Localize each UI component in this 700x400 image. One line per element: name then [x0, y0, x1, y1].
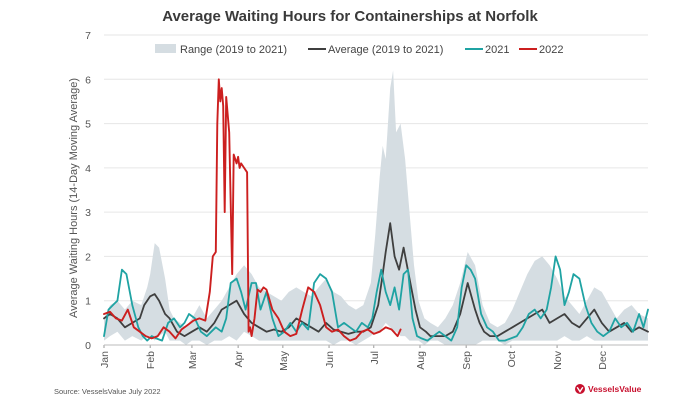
legend-label-average: Average (2019 to 2021)	[328, 44, 443, 56]
x-tick-label: Sep	[461, 351, 473, 370]
y-tick-label: 3	[85, 207, 91, 219]
y-tick-label: 2	[85, 251, 91, 263]
legend-label-range: Range (2019 to 2021)	[180, 44, 287, 56]
legend: Range (2019 to 2021) Average (2019 to 20…	[155, 44, 563, 56]
y-tick-label: 7	[85, 30, 91, 42]
x-tick-label: May	[278, 350, 290, 371]
x-tick-label: Jan	[99, 351, 111, 368]
y-tick-label: 0	[85, 340, 91, 352]
legend-item-range: Range (2019 to 2021)	[155, 44, 287, 56]
legend-label-2021: 2021	[485, 44, 509, 56]
y-axis-ticks: 0 1 2 3 4 5 6 7	[85, 30, 91, 352]
series-2022-line	[103, 78, 402, 342]
y-tick-label: 6	[85, 74, 91, 86]
brand-mark-icon	[575, 384, 585, 394]
x-tick-label: Jul	[369, 351, 381, 364]
brand-logo: VesselsValue	[575, 384, 642, 394]
y-axis-title: Average Waiting Hours (14-Day Moving Ave…	[68, 78, 80, 318]
x-axis-ticks: Jan Feb Mar Apr May Jun Jul Aug Sep Oct Nov Dec	[99, 345, 609, 371]
x-tick-label: Jun	[324, 351, 336, 368]
y-tick-label: 5	[85, 119, 91, 131]
source-note: Source: VesselsValue July 2022	[54, 387, 161, 396]
series-range-band	[104, 70, 648, 346]
legend-swatch-range	[155, 44, 176, 53]
series-2021-line	[103, 255, 649, 342]
chart-title: Average Waiting Hours for Containerships…	[162, 8, 538, 25]
y-tick-label: 1	[85, 296, 91, 308]
x-tick-label: Mar	[187, 351, 199, 370]
legend-item-2022: 2022	[519, 44, 563, 56]
brand-mark-glyph-icon	[576, 386, 584, 393]
x-tick-label: Aug	[415, 351, 427, 370]
legend-item-average: Average (2019 to 2021)	[308, 44, 443, 56]
legend-item-2021: 2021	[465, 44, 509, 56]
brand-name: VesselsValue	[588, 384, 642, 394]
x-tick-label: Dec	[597, 351, 609, 370]
x-tick-label: Oct	[506, 351, 518, 367]
x-tick-label: Apr	[233, 351, 245, 368]
legend-label-2022: 2022	[539, 44, 563, 56]
x-tick-label: Feb	[145, 351, 157, 369]
plot-area	[103, 70, 649, 346]
x-tick-label: Nov	[552, 350, 564, 369]
y-tick-label: 4	[85, 163, 91, 175]
